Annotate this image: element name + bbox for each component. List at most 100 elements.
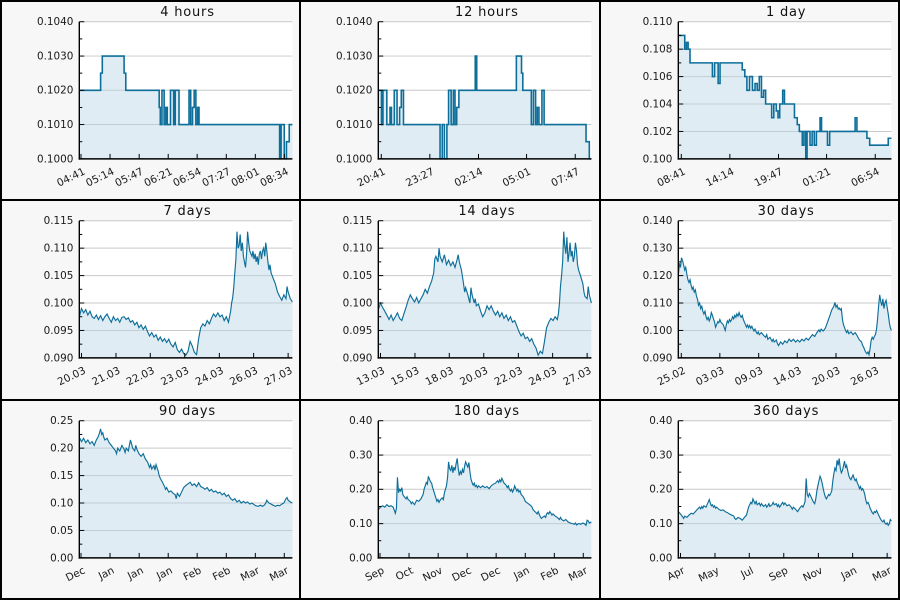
series-line [677, 257, 892, 358]
x-tick-label: 20.03 [810, 365, 842, 389]
series-line [677, 34, 892, 160]
x-tick-label: 22.03 [493, 365, 525, 389]
plot-area [79, 420, 293, 558]
y-tick-label: 0.00 [350, 552, 373, 564]
chart-title: 30 days [757, 204, 815, 220]
chart-panel-30days: 0.090 0.100 0.110 0.120 0.130 0.140 25.02 03.03… [600, 201, 898, 399]
x-tick-label: Mar [870, 564, 894, 584]
x-tick-label: 24.03 [194, 365, 226, 389]
y-tick-label: 0.115 [44, 216, 74, 228]
series-area [677, 35, 892, 159]
x-tick-label: 18.03 [424, 365, 456, 389]
series-line [677, 457, 892, 527]
y-tick-label: 0.090 [44, 353, 74, 365]
chart-panel-7days: 0.090 0.095 0.100 0.105 0.110 0.115 20.03 21.03… [2, 201, 300, 399]
y-tick-label: 0.130 [642, 243, 672, 255]
x-tick-label: Mar [268, 564, 292, 584]
series-line [378, 231, 593, 357]
x-tick-label: 27.03 [262, 365, 294, 389]
x-tick-label: 27.03 [562, 365, 594, 389]
chart-30days: 0.090 0.100 0.110 0.120 0.130 0.140 25.02 03.03… [642, 216, 892, 389]
x-tick-label: 25.02 [655, 365, 687, 389]
y-tick-label: 0.25 [50, 415, 73, 427]
y-tick-label: 0.090 [642, 353, 672, 365]
y-tick-label: 0.1020 [37, 85, 73, 97]
chart-panel-360days: 0.00 0.10 0.20 0.30 0.40 Apr May Jul Sep Nov Jan Ma… [600, 400, 898, 598]
y-tick-label: 0.090 [343, 353, 373, 365]
series-line [78, 428, 293, 507]
series-area [79, 428, 293, 558]
y-tick-label: 0.05 [50, 525, 73, 537]
y-tick-label: 0.115 [343, 216, 373, 228]
y-tick-label: 0.1000 [336, 153, 372, 165]
x-tick-label: Jan [511, 564, 532, 582]
y-tick-label: 0.100 [343, 298, 373, 310]
y-tick-label: 0.00 [649, 552, 672, 564]
series-area [79, 56, 293, 159]
series-area [677, 258, 892, 359]
y-tick-label: 0.110 [642, 16, 672, 28]
x-tick-label: 22.03 [125, 365, 157, 389]
x-tick-label: May [696, 564, 721, 584]
x-tick-label: 20:41 [356, 166, 388, 190]
y-tick-label: 0.30 [350, 449, 373, 461]
chart-title: 4 hours [160, 5, 215, 20]
y-tick-label: 0.102 [642, 126, 672, 138]
chart-12hours: 0.1000 0.1010 0.1020 0.1030 0.1040 20:41 23:27… [336, 16, 592, 190]
x-tick-label: Nov [421, 564, 445, 584]
y-tick-label: 0.110 [642, 298, 672, 310]
chart-title: 360 days [753, 403, 820, 419]
x-tick-label: 19:47 [752, 166, 784, 190]
x-tick-label: Dec [64, 564, 88, 584]
chart-title: 7 days [163, 204, 212, 220]
x-tick-label: 09.03 [733, 365, 765, 389]
x-tick-label: 01:21 [800, 166, 832, 190]
series-line [378, 457, 592, 527]
x-tick-label: Jan [125, 564, 146, 582]
y-tick-label: 0.40 [649, 415, 672, 427]
series-area [378, 232, 592, 359]
chart-1day: 0.100 0.102 0.104 0.106 0.108 0.110 08:41 14:14… [642, 16, 892, 190]
chart-panel-4hours: 0.1000 0.1010 0.1020 0.1030 0.1040 04:41 05:14… [2, 2, 300, 200]
y-tick-label: 0.100 [642, 325, 672, 337]
y-tick-label: 0.100 [642, 153, 672, 165]
y-tick-label: 0.095 [343, 325, 373, 337]
chart-title: 1 day [765, 5, 807, 20]
x-tick-label: 05:47 [113, 166, 145, 190]
x-tick-label: 07:47 [550, 166, 582, 190]
x-tick-label: 04:41 [55, 166, 87, 190]
y-tick-label: 0.1030 [37, 51, 73, 63]
y-tick-label: 0.30 [649, 449, 672, 461]
y-tick-label: 0.20 [350, 483, 373, 495]
chart-7days: 0.090 0.095 0.100 0.105 0.110 0.115 20.03 21.03… [44, 216, 295, 389]
x-tick-label: Nov [801, 564, 825, 584]
x-tick-label: Feb [539, 564, 561, 583]
x-tick-label: 20.03 [458, 365, 490, 389]
chart-panel-1day: 0.100 0.102 0.104 0.106 0.108 0.110 08:41 14:14… [600, 2, 898, 200]
y-tick-label: 0.110 [44, 243, 74, 255]
y-tick-label: 0.100 [44, 298, 74, 310]
y-tick-label: 0.1020 [336, 85, 372, 97]
y-tick-label: 0.1030 [336, 51, 372, 63]
y-tick-label: 0.120 [642, 270, 672, 282]
chart-title: 12 hours [455, 5, 519, 20]
chart-title: 90 days [159, 403, 216, 419]
plot-area [378, 221, 592, 359]
x-tick-label: 13.03 [355, 365, 387, 389]
x-tick-label: Oct [394, 564, 415, 583]
y-tick-label: 0.40 [350, 415, 373, 427]
y-tick-label: 0.105 [44, 270, 74, 282]
chart-4hours: 0.1000 0.1010 0.1020 0.1030 0.1040 04:4105:14… [37, 16, 293, 190]
y-tick-label: 0.20 [649, 483, 672, 495]
x-tick-label: 24.03 [527, 365, 559, 389]
y-tick-label: 0.140 [642, 216, 672, 228]
x-tick-label: 05:14 [84, 165, 117, 189]
x-tick-label: 26.03 [228, 365, 260, 389]
chart-title: 14 days [458, 204, 516, 220]
chart-90days: 0.00 0.05 0.10 0.15 0.20 0.25 Dec Jan Jan Jan Feb F… [50, 415, 293, 584]
x-tick-label: 23.03 [159, 365, 191, 389]
y-tick-label: 0.105 [343, 270, 373, 282]
y-tick-label: 0.1040 [37, 16, 73, 28]
